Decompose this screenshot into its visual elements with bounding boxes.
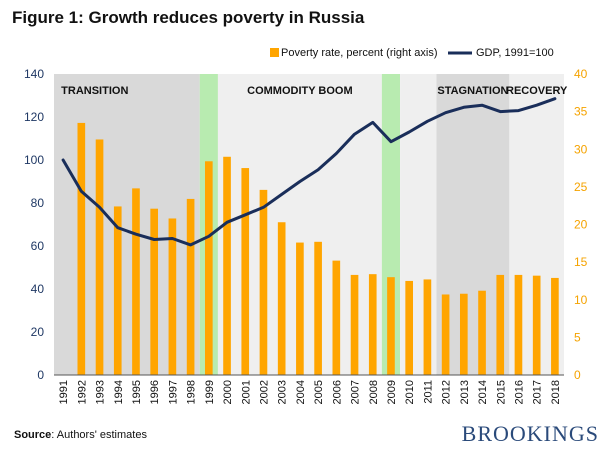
poverty-bar <box>496 274 505 375</box>
x-tick-label: 2004 <box>295 380 307 404</box>
source-note: Source: Authors' estimates <box>14 429 147 441</box>
x-tick-label: 2007 <box>350 380 362 404</box>
x-tick-label: 2010 <box>404 380 416 404</box>
poverty-bar <box>532 275 541 375</box>
x-tick-label: 2002 <box>258 380 270 404</box>
right-tick-label: 10 <box>574 293 588 307</box>
right-tick-label: 25 <box>574 180 588 194</box>
x-tick-label: 2015 <box>495 380 507 404</box>
left-tick-label: 60 <box>31 239 45 253</box>
right-tick-label: 5 <box>574 330 581 344</box>
x-tick-label: 2012 <box>441 380 453 404</box>
period-label: TRANSITION <box>61 85 128 97</box>
poverty-bar <box>259 189 268 375</box>
brookings-logo: BROOKINGS <box>461 421 599 446</box>
gdp-line <box>61 97 557 247</box>
poverty-bar <box>296 242 304 375</box>
x-tick-label: 1991 <box>58 380 70 404</box>
x-tick-label: 2016 <box>513 380 525 404</box>
poverty-bar <box>368 274 377 375</box>
period-band <box>54 74 200 375</box>
x-tick-label: 2018 <box>550 380 562 404</box>
poverty-bar <box>241 168 250 375</box>
poverty-bar <box>459 293 468 375</box>
x-tick-label: 1992 <box>76 380 88 404</box>
legend-label-poverty: Poverty rate, percent (right axis) <box>281 47 438 59</box>
period-shading <box>54 74 564 375</box>
x-tick-label: 1994 <box>113 380 125 404</box>
left-tick-label: 80 <box>31 196 45 210</box>
left-tick-label: 20 <box>31 325 45 339</box>
legend: Poverty rate, percent (right axis) GDP, 1… <box>270 47 554 59</box>
period-label: RECOVERY <box>506 85 568 97</box>
source-text: : Authors' estimates <box>51 429 147 441</box>
left-tick-label: 140 <box>24 67 44 81</box>
poverty-bar <box>387 277 395 375</box>
right-tick-label: 15 <box>574 255 588 269</box>
x-tick-label: 2009 <box>386 380 398 404</box>
x-tick-label: 1996 <box>149 380 161 404</box>
poverty-bar <box>441 294 450 375</box>
right-tick-label: 40 <box>574 67 588 81</box>
x-tick-label: 1999 <box>204 380 216 404</box>
x-tick-label: 2013 <box>459 380 471 404</box>
x-tick-label: 2008 <box>368 380 380 404</box>
x-tick-label: 1995 <box>131 380 143 404</box>
poverty-bar <box>405 280 414 375</box>
x-tick-label: 2005 <box>313 380 325 404</box>
right-tick-label: 20 <box>574 218 588 232</box>
poverty-bar <box>223 156 231 375</box>
poverty-bar <box>168 218 177 375</box>
poverty-bar <box>423 279 432 375</box>
period-label: STAGNATION <box>437 85 508 97</box>
chart-title: Figure 1: Growth reduces poverty in Russ… <box>12 8 365 27</box>
x-tick-label: 1997 <box>167 380 179 404</box>
poverty-bars <box>77 122 559 375</box>
poverty-bar <box>77 122 86 375</box>
poverty-bar <box>478 290 486 375</box>
x-tick-label: 2014 <box>477 380 489 404</box>
x-tick-label: 1993 <box>95 380 107 404</box>
x-tick-label: 2000 <box>222 380 234 404</box>
period-band <box>381 74 401 375</box>
poverty-bar <box>204 161 213 375</box>
x-tick-label: 2017 <box>532 380 544 404</box>
poverty-bar <box>132 188 140 375</box>
x-axis: 1991 1992 1993 1994 1995 1996 1997 1998 1999 2000… <box>54 374 564 404</box>
poverty-bar <box>514 274 523 375</box>
poverty-bar <box>95 139 104 375</box>
poverty-bar <box>150 208 159 375</box>
legend-label-gdp: GDP, 1991=100 <box>476 47 554 59</box>
right-tick-label: 35 <box>574 105 588 119</box>
left-tick-label: 0 <box>37 368 44 382</box>
poverty-bar <box>113 206 122 375</box>
gdp-line-group <box>61 97 557 247</box>
left-axis: 0 20 40 60 80 100 120 140 <box>24 67 44 382</box>
period-labels: TRANSITION COMMODITY BOOM STAGNATIONRECOVE… <box>61 85 568 97</box>
x-tick-label: 2006 <box>331 380 343 404</box>
poverty-bar <box>350 274 359 375</box>
left-tick-label: 40 <box>31 282 45 296</box>
poverty-bar <box>332 260 341 375</box>
x-tick-label: 2003 <box>277 380 289 404</box>
right-axis: 0 5 10 15 20 25 30 35 40 <box>574 67 588 382</box>
x-tick-label: 2001 <box>240 380 252 404</box>
poverty-bar <box>551 277 559 375</box>
x-tick-label: 1998 <box>186 380 198 404</box>
poverty-bar <box>277 222 286 375</box>
x-tick-label: 2011 <box>422 380 434 404</box>
legend-swatch-bar <box>270 48 279 57</box>
source-label: Source <box>14 429 52 441</box>
period-label: COMMODITY BOOM <box>247 85 353 97</box>
right-tick-label: 30 <box>574 142 588 156</box>
left-tick-label: 120 <box>24 110 44 124</box>
poverty-bar <box>314 241 322 375</box>
right-tick-label: 0 <box>574 368 581 382</box>
left-tick-label: 100 <box>24 153 44 167</box>
poverty-bar <box>186 198 195 375</box>
